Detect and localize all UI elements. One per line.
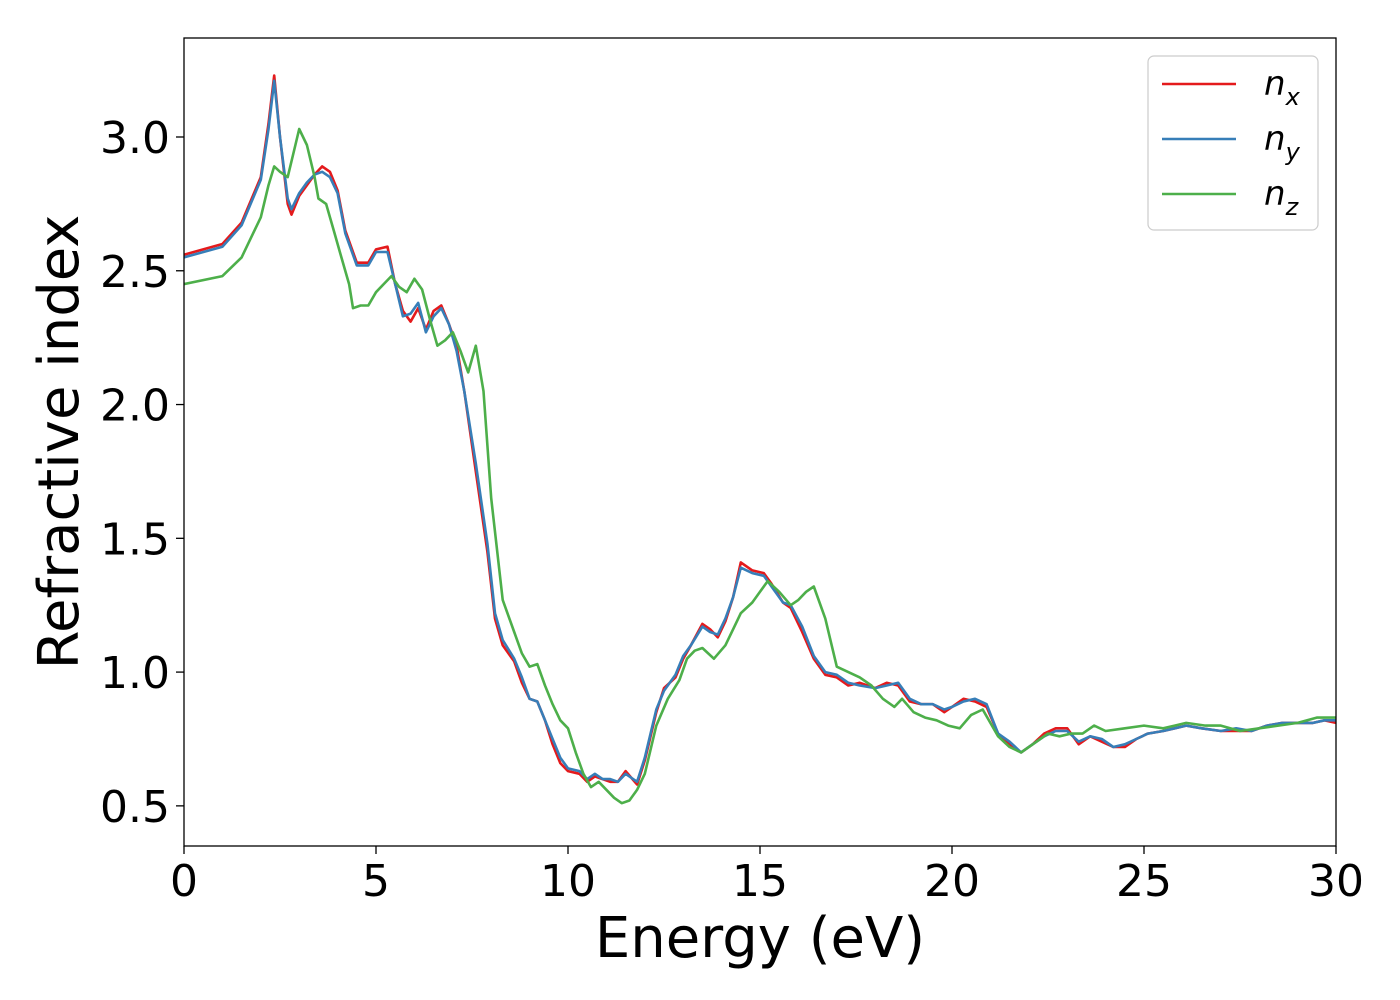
legend-label-base: n <box>1264 119 1286 159</box>
y-tick-label: 0.5 <box>100 782 170 833</box>
y-tick-label: 3.0 <box>100 113 170 164</box>
y-tick-label: 1.5 <box>100 514 170 565</box>
x-tick-label: 15 <box>732 856 788 907</box>
x-tick-label: 25 <box>1116 856 1172 907</box>
y-tick-label: 2.5 <box>100 247 170 298</box>
y-axis-ticks: 0.5 1.0 1.5 2.0 2.5 3.0 <box>100 113 184 833</box>
legend-label-subscript: z <box>1285 193 1300 221</box>
legend-label-base: n <box>1264 64 1286 104</box>
x-axis-label: Energy (eV) <box>595 906 925 971</box>
legend-label-base: n <box>1264 174 1286 214</box>
x-tick-label: 5 <box>362 856 390 907</box>
legend-label-nz: nz <box>1264 174 1300 221</box>
legend-label-subscript: y <box>1285 138 1301 166</box>
legend-label-nx: nx <box>1264 64 1301 111</box>
series-lines <box>184 74 1336 805</box>
x-tick-label: 30 <box>1308 856 1364 907</box>
legend-frame <box>1147 55 1319 231</box>
x-tick-label: 0 <box>170 856 198 907</box>
legend-label-ny: ny <box>1264 119 1301 166</box>
y-tick-label: 1.0 <box>100 648 170 699</box>
y-axis-label: Refractive index <box>27 215 92 670</box>
series-line-ny <box>184 79 1336 784</box>
y-tick-label: 2.0 <box>100 381 170 432</box>
x-tick-label: 10 <box>540 856 596 907</box>
series-line-nz <box>184 127 1336 805</box>
legend-label-subscript: x <box>1285 83 1301 111</box>
x-axis-ticks: 0 5 10 15 20 25 30 <box>170 846 1364 907</box>
x-tick-label: 20 <box>924 856 980 907</box>
